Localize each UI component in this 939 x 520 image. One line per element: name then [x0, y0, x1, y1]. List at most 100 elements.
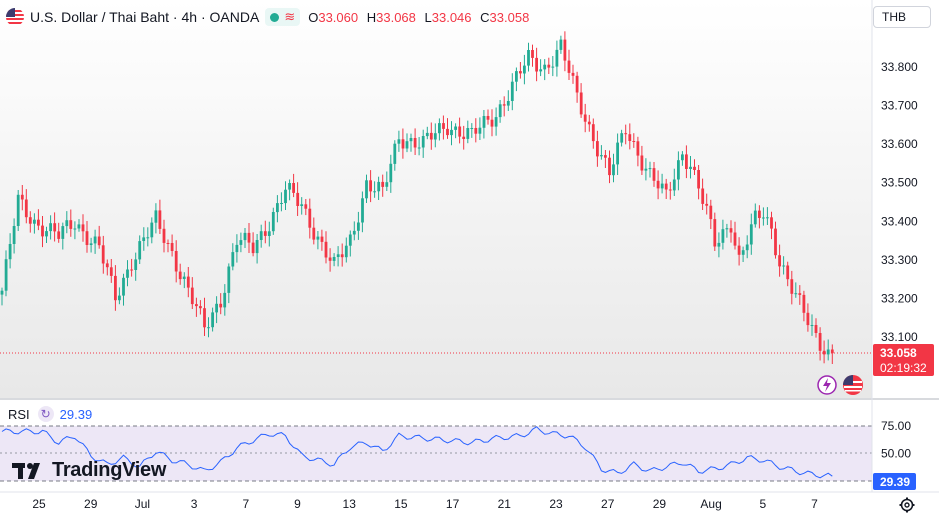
candle	[417, 137, 421, 156]
countdown-value: 02:19:32	[880, 361, 927, 375]
candle	[770, 211, 773, 240]
candle	[762, 207, 765, 226]
candle	[397, 130, 401, 152]
candle	[527, 42, 530, 72]
candle	[186, 267, 190, 298]
lightning-icon[interactable]	[817, 375, 837, 395]
candle	[146, 227, 150, 247]
price-tick-label: 33.500	[881, 176, 918, 190]
candles-layer	[0, 31, 834, 364]
rsi-value-label: 29.39	[873, 473, 916, 490]
time-tick-label: Aug	[700, 497, 721, 511]
candle	[685, 145, 688, 179]
symbol-separator-2: ·	[197, 9, 210, 25]
rsi-layer	[1, 426, 833, 479]
candle	[223, 284, 227, 316]
tradingview-logo[interactable]: TradingView	[12, 459, 166, 482]
rsi-line	[1, 426, 833, 479]
rsi-loading-icon: ↻	[37, 406, 54, 422]
currency-flags-icon	[6, 8, 24, 26]
candle	[433, 123, 437, 148]
candle	[814, 318, 818, 338]
candle	[822, 340, 826, 364]
candle	[701, 178, 705, 210]
candle	[77, 219, 81, 232]
candle	[425, 126, 429, 140]
candle	[16, 190, 20, 231]
candle	[506, 90, 510, 111]
candle	[336, 246, 340, 267]
candle	[271, 207, 275, 235]
candle	[255, 234, 259, 264]
price-axis[interactable]: 33.800 33.700 33.600 33.500 33.400 33.300 33.2…	[881, 60, 918, 344]
candle	[826, 339, 830, 361]
rsi-title[interactable]: RSI	[8, 406, 30, 422]
symbol-name[interactable]: U.S. Dollar / Thai Baht	[30, 9, 170, 25]
market-status-pill[interactable]: ≋	[265, 8, 301, 26]
candle	[438, 118, 441, 141]
open-value: 33.060	[318, 9, 359, 25]
candle	[357, 211, 360, 240]
candle	[4, 250, 8, 297]
price-tick-label: 33.700	[881, 99, 918, 113]
candle	[280, 192, 283, 212]
candle	[276, 195, 279, 223]
candle	[620, 129, 624, 147]
candle	[567, 49, 571, 80]
candle	[470, 123, 474, 138]
time-tick-label: 3	[191, 497, 198, 511]
candle	[547, 57, 551, 74]
candle	[705, 193, 709, 215]
candle	[421, 129, 425, 158]
time-tick-label: 15	[394, 497, 408, 511]
candle	[243, 228, 247, 248]
candle	[24, 189, 28, 224]
time-tick-label: 29	[84, 497, 98, 511]
gear-icon[interactable]	[899, 497, 915, 513]
candle	[689, 156, 692, 179]
candle	[644, 158, 648, 181]
candle	[20, 185, 24, 211]
candle	[308, 198, 312, 239]
candle	[677, 151, 680, 191]
candle	[729, 220, 733, 243]
time-tick-label: 23	[549, 497, 563, 511]
time-tick-label: 7	[242, 497, 249, 511]
candle	[596, 130, 599, 167]
time-tick-label: 25	[32, 497, 46, 511]
candle	[93, 229, 97, 254]
main-pane[interactable]	[0, 0, 872, 398]
candle	[69, 209, 73, 237]
candle	[199, 300, 202, 315]
us-flag-icon[interactable]	[843, 375, 863, 395]
candle	[101, 235, 105, 274]
currency-button[interactable]: THB	[873, 6, 931, 28]
close-label: C	[480, 9, 490, 25]
interval-label[interactable]: 4h	[181, 9, 198, 25]
candle	[316, 231, 320, 250]
candle	[89, 237, 93, 253]
candle	[332, 253, 336, 267]
candle	[551, 56, 555, 77]
candle	[288, 179, 291, 201]
candle	[85, 221, 89, 253]
time-tick-label: 29	[653, 497, 667, 511]
candle	[579, 83, 583, 118]
rsi-axis[interactable]: 75.00 50.00	[881, 419, 911, 461]
candle	[340, 243, 344, 267]
candle	[12, 218, 16, 254]
candle	[648, 161, 652, 178]
candle	[818, 327, 822, 361]
candle	[591, 118, 595, 149]
candle	[65, 211, 69, 234]
candle	[778, 244, 781, 277]
candle	[211, 307, 214, 332]
time-axis[interactable]: 25 29 Jul 3 7 9 13 15 17 21 23 27 29 Aug 5 7	[32, 497, 818, 511]
candle	[377, 176, 381, 200]
symbol-separator: ·	[169, 9, 182, 25]
candle	[73, 221, 77, 240]
candle	[660, 173, 664, 194]
candle	[142, 227, 146, 251]
candle	[8, 233, 12, 269]
price-tick-label: 33.300	[881, 253, 918, 267]
